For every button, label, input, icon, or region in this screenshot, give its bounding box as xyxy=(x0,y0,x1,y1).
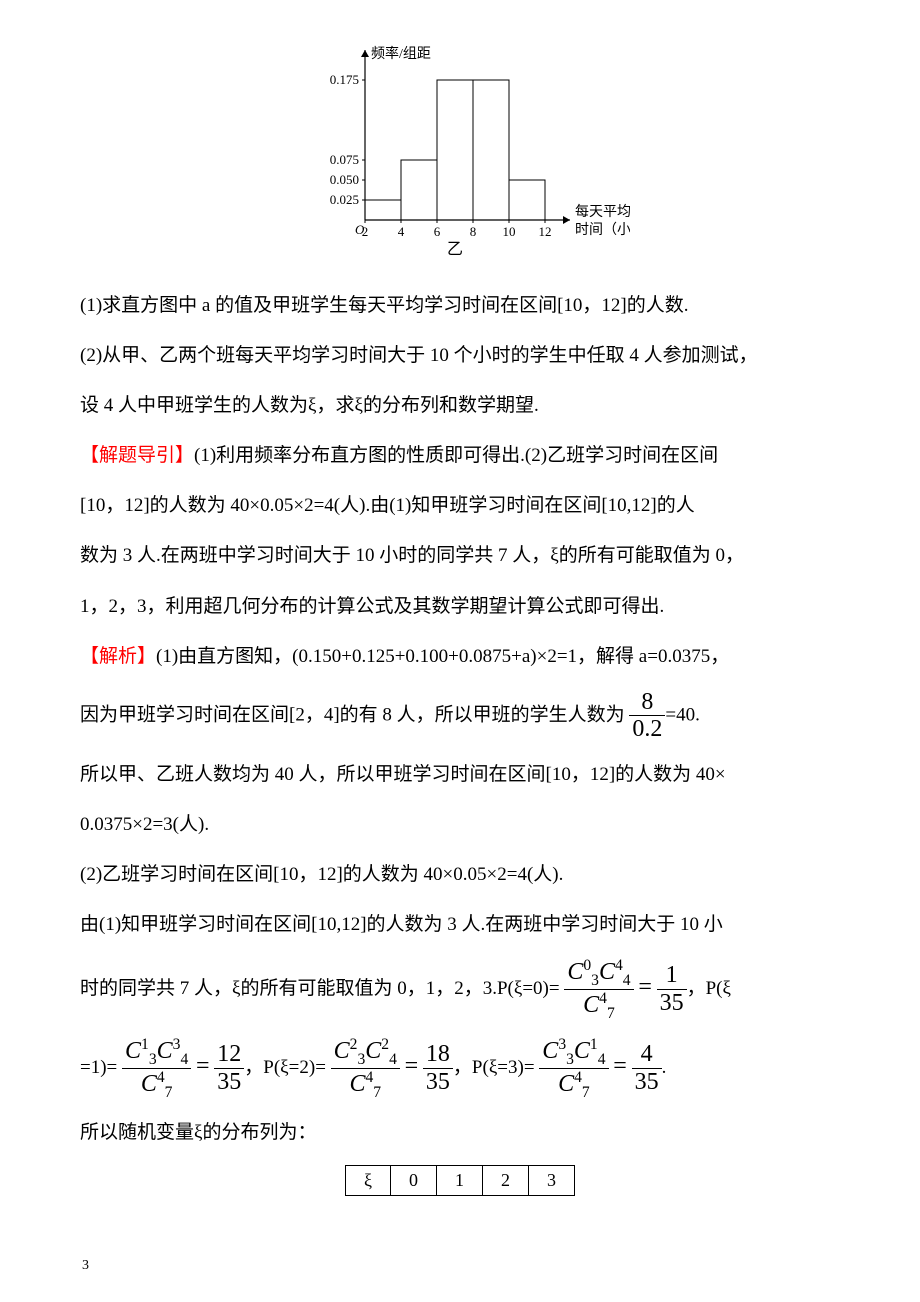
answer-line5: (2)乙班学习时间在区间[10，12]的人数为 40×0.05×2=4(人). xyxy=(80,857,840,893)
table-row: ξ 0 1 2 3 xyxy=(345,1165,574,1195)
answer-text-2b: =40. xyxy=(665,704,699,725)
histogram-svg: 0.0250.0500.0750.17524681012O频率/组距每天平均学习… xyxy=(290,40,630,270)
prob-0-value: 1 35 xyxy=(657,962,687,1016)
answer-text-7b: ，P(ξ xyxy=(687,978,731,999)
hint-text-1: (1)利用频率分布直方图的性质即可得出.(2)乙班学习时间在区间 xyxy=(194,445,718,466)
svg-text:频率/组距: 频率/组距 xyxy=(371,45,431,62)
answer-label: 【解析】 xyxy=(80,646,156,667)
answer-text-8d: . xyxy=(662,1057,667,1078)
question-2-line1: (2)从甲、乙两个班每天平均学习时间大于 10 个小时的学生中任取 4 人参加测… xyxy=(80,338,840,374)
answer-text-1: (1)由直方图知，(0.150+0.125+0.100+0.0875+a)×2=… xyxy=(156,646,729,667)
svg-text:4: 4 xyxy=(398,224,405,239)
fraction-8-over-0.2: 8 0.2 xyxy=(629,689,665,743)
answer-text-7a: 时的同学共 7 人，ξ的所有可能取值为 0，1，2，3.P(ξ=0)= xyxy=(80,978,560,999)
svg-text:8: 8 xyxy=(470,224,477,239)
prob-3-value: 4 35 xyxy=(632,1041,662,1095)
answer-line8: =1)= C13C34 C47 = 12 35 ，P(ξ=2)= C23C24 … xyxy=(80,1036,840,1101)
question-1: (1)求直方图中 a 的值及甲班学生每天平均学习时间在区间[10，12]的人数. xyxy=(80,288,840,324)
answer-line7: 时的同学共 7 人，ξ的所有可能取值为 0，1，2，3.P(ξ=0)= C03C… xyxy=(80,957,840,1022)
svg-text:每天平均学习: 每天平均学习 xyxy=(575,204,630,220)
hint-block-line1: 【解题导引】(1)利用频率分布直方图的性质即可得出.(2)乙班学习时间在区间 xyxy=(80,438,840,474)
prob-1-combinatorial: C13C34 C47 xyxy=(122,1036,191,1101)
hint-block-line4: 1，2，3，利用超几何分布的计算公式及其数学期望计算公式即可得出. xyxy=(80,589,840,625)
answer-text-8a: =1)= xyxy=(80,1057,117,1078)
svg-text:0.075: 0.075 xyxy=(330,152,359,167)
question-2-line2: 设 4 人中甲班学生的人数为ξ，求ξ的分布列和数学期望. xyxy=(80,388,840,424)
prob-3-combinatorial: C33C14 C47 xyxy=(539,1036,608,1101)
svg-text:0.025: 0.025 xyxy=(330,192,359,207)
answer-line1: 【解析】(1)由直方图知，(0.150+0.125+0.100+0.0875+a… xyxy=(80,639,840,675)
answer-line6: 由(1)知甲班学习时间在区间[10,12]的人数为 3 人.在两班中学习时间大于… xyxy=(80,907,840,943)
prob-2-value: 18 35 xyxy=(423,1041,453,1095)
svg-text:6: 6 xyxy=(434,224,441,239)
svg-text:0.175: 0.175 xyxy=(330,72,359,87)
hint-block-line3: 数为 3 人.在两班中学习时间大于 10 小时的同学共 7 人，ξ的所有可能取值… xyxy=(80,538,840,574)
prob-2-combinatorial: C23C24 C47 xyxy=(331,1036,400,1101)
distribution-table: ξ 0 1 2 3 xyxy=(345,1165,575,1196)
svg-text:O: O xyxy=(355,222,365,237)
answer-text-8b: ，P(ξ=2)= xyxy=(244,1057,326,1078)
prob-1-value: 12 35 xyxy=(214,1041,244,1095)
answer-line3: 所以甲、乙班人数均为 40 人，所以甲班学习时间在区间[10，12]的人数为 4… xyxy=(80,757,840,793)
hint-block-line2: [10，12]的人数为 40×0.05×2=4(人).由(1)知甲班学习时间在区… xyxy=(80,488,840,524)
svg-text:12: 12 xyxy=(539,224,552,239)
svg-text:10: 10 xyxy=(503,224,516,239)
prob-0-combinatorial: C03C44 C47 xyxy=(564,957,633,1022)
answer-text-8c: ，P(ξ=3)= xyxy=(453,1057,535,1078)
histogram-chart: 0.0250.0500.0750.17524681012O频率/组距每天平均学习… xyxy=(80,40,840,270)
page-number: 3 xyxy=(82,1258,89,1274)
svg-text:时间（小时）: 时间（小时） xyxy=(575,222,630,238)
answer-line2: 因为甲班学习时间在区间[2，4]的有 8 人，所以甲班的学生人数为 8 0.2 … xyxy=(80,689,840,743)
answer-line4: 0.0375×2=3(人). xyxy=(80,807,840,843)
svg-text:0.050: 0.050 xyxy=(330,172,359,187)
answer-line9: 所以随机变量ξ的分布列为： xyxy=(80,1115,840,1151)
answer-text-2a: 因为甲班学习时间在区间[2，4]的有 8 人，所以甲班的学生人数为 xyxy=(80,704,625,725)
svg-text:乙: 乙 xyxy=(447,241,463,258)
hint-label: 【解题导引】 xyxy=(80,445,194,466)
